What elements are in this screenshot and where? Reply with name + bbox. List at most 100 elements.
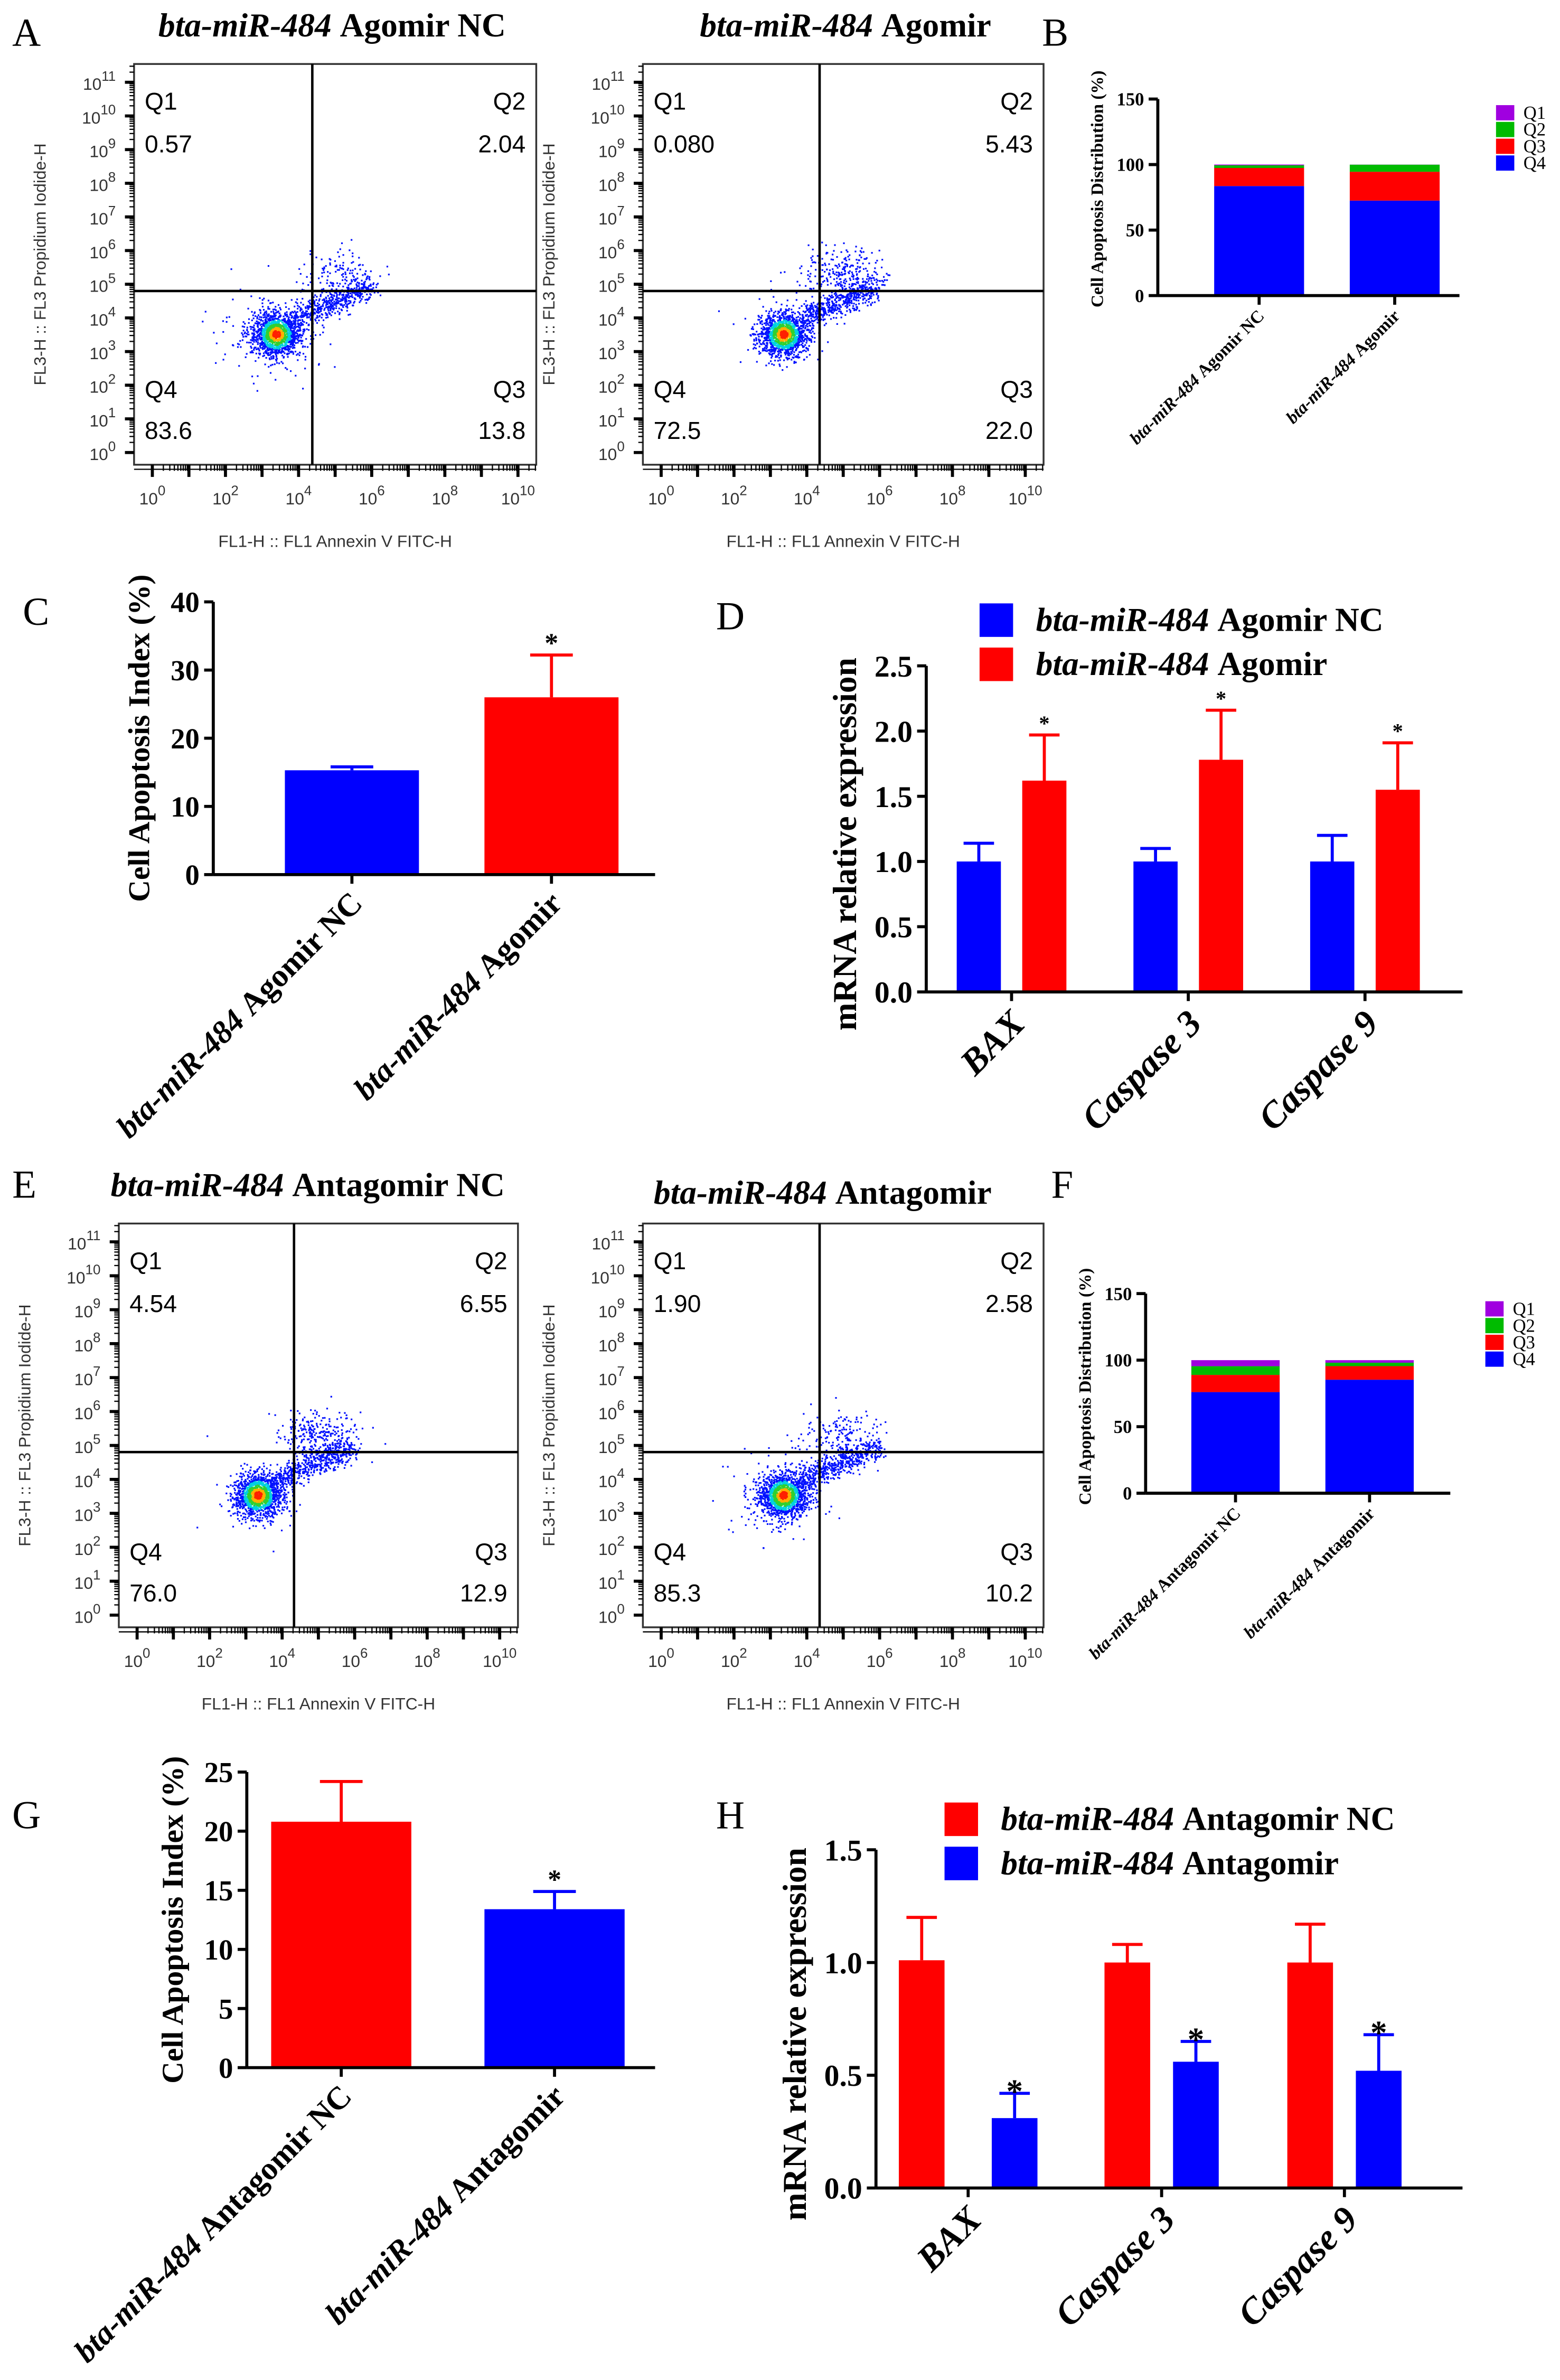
event-point	[281, 362, 284, 364]
event-point	[787, 327, 789, 330]
event-point	[335, 292, 337, 294]
event-point	[346, 1437, 349, 1439]
event-point	[821, 283, 823, 285]
event-point	[327, 308, 329, 310]
event-point	[826, 280, 829, 283]
event-point	[269, 315, 272, 317]
event-point	[313, 312, 315, 315]
event-point	[298, 323, 300, 325]
event-point	[754, 346, 756, 349]
event-point	[817, 316, 819, 318]
event-point	[798, 332, 800, 334]
event-point	[831, 292, 833, 294]
event-point	[807, 349, 809, 351]
event-point	[265, 340, 267, 342]
event-point	[807, 329, 810, 331]
event-point	[313, 308, 316, 310]
event-point	[769, 351, 772, 353]
event-point	[845, 249, 848, 251]
event-point	[884, 284, 886, 286]
event-point	[776, 355, 778, 358]
event-point	[832, 270, 834, 273]
event-point	[342, 305, 344, 307]
event-point	[768, 312, 770, 315]
event-point	[251, 326, 253, 328]
event-point	[849, 270, 851, 272]
event-point	[300, 334, 303, 336]
event-point	[775, 325, 777, 327]
event-point	[264, 314, 266, 316]
tick-exponent: 0	[158, 483, 165, 499]
event-point	[257, 325, 259, 327]
event-point	[807, 320, 810, 322]
event-point	[345, 279, 348, 282]
event-point	[317, 305, 319, 307]
event-point	[863, 294, 865, 296]
event-point	[768, 333, 770, 335]
event-point	[773, 334, 775, 336]
event-point	[259, 329, 261, 331]
y-tick-label: 108	[90, 169, 116, 194]
event-point	[820, 303, 822, 305]
event-point	[838, 294, 840, 296]
tick-exponent: 1	[108, 405, 116, 420]
event-point	[771, 345, 773, 348]
event-point	[318, 299, 320, 302]
event-point	[758, 335, 760, 338]
event-point	[326, 282, 328, 284]
event-point	[856, 307, 858, 310]
event-point	[758, 316, 760, 318]
y-tick-label: 1011	[592, 68, 625, 93]
event-point	[777, 346, 779, 349]
event-point	[355, 1454, 357, 1456]
event-point	[797, 343, 799, 345]
event-point	[274, 351, 276, 353]
event-point	[296, 311, 298, 313]
event-point	[263, 354, 265, 357]
event-point	[769, 340, 772, 342]
event-point	[283, 327, 285, 329]
event-point	[248, 322, 250, 324]
event-point	[347, 267, 349, 269]
event-point	[269, 302, 271, 304]
event-point	[372, 1427, 374, 1429]
event-point	[322, 331, 324, 333]
event-point	[769, 342, 772, 344]
event-point	[248, 318, 250, 320]
event-point	[373, 292, 375, 294]
event-point	[873, 279, 876, 281]
event-point	[758, 351, 760, 353]
event-point	[253, 312, 256, 314]
event-point	[268, 349, 270, 351]
event-point	[855, 304, 857, 306]
event-point	[321, 288, 323, 291]
event-point	[277, 321, 279, 323]
event-point	[798, 328, 801, 330]
event-point	[330, 296, 332, 298]
x-tick-label: 108	[431, 483, 458, 508]
event-point	[308, 329, 310, 331]
event-point	[309, 314, 311, 316]
event-point	[853, 298, 856, 301]
event-point	[271, 322, 274, 324]
event-point	[829, 308, 831, 311]
event-point	[297, 334, 299, 336]
event-point	[280, 351, 283, 353]
tick-base: 10	[90, 243, 108, 262]
event-point	[363, 282, 365, 284]
event-point	[785, 312, 787, 315]
event-point	[792, 341, 794, 343]
event-point	[812, 316, 814, 318]
event-point	[785, 328, 787, 330]
event-point	[809, 311, 811, 313]
event-point	[232, 344, 234, 346]
event-point	[272, 325, 275, 327]
event-point	[305, 310, 307, 312]
event-point	[347, 294, 350, 296]
event-point	[281, 343, 284, 345]
event-point	[314, 294, 316, 296]
event-point	[321, 272, 323, 274]
event-point	[346, 292, 349, 294]
event-point	[306, 276, 308, 278]
event-point	[847, 303, 849, 305]
